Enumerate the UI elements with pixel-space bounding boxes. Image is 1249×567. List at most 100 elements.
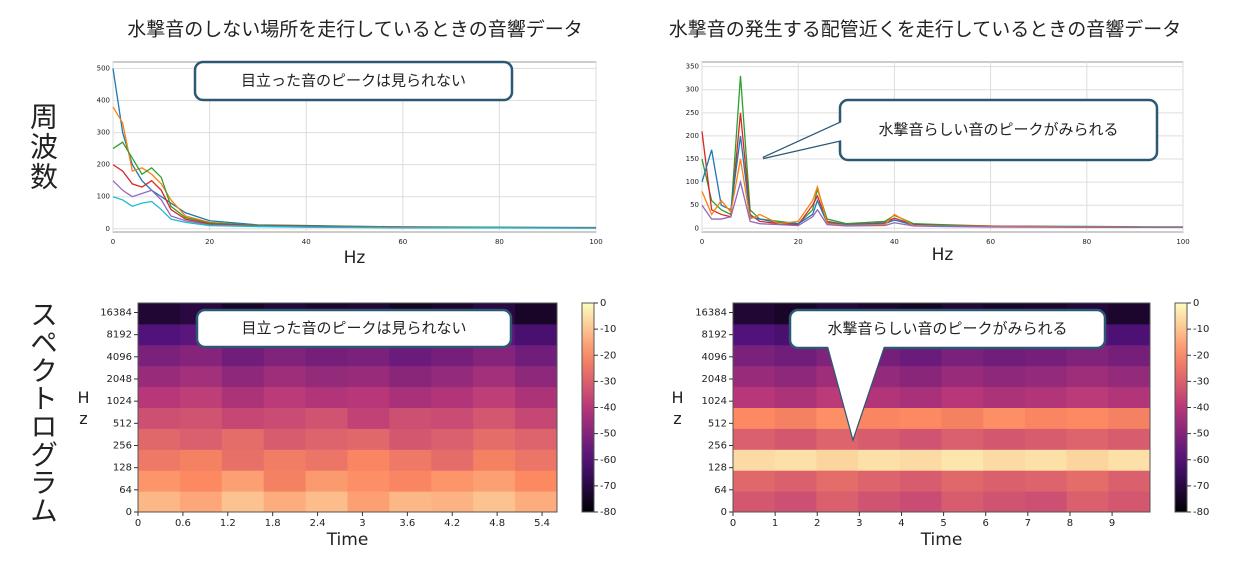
colorbar-tick-label: -10 — [1193, 324, 1209, 335]
x-tick-label: 8 — [1067, 518, 1073, 529]
heatmap-cell — [305, 491, 348, 513]
heatmap-cell — [515, 386, 558, 408]
heatmap-cell — [941, 428, 984, 450]
heatmap-cell — [1024, 491, 1068, 513]
y-tick-label: 4096 — [702, 352, 727, 363]
heatmap-cell — [473, 407, 516, 429]
heatmap-cell — [983, 449, 1026, 471]
colorbar-tick-label: -50 — [600, 429, 616, 440]
y-tick-label: 50 — [690, 201, 699, 209]
x-tick-label: 4.2 — [444, 518, 460, 529]
heatmap-cell — [1024, 407, 1068, 429]
heatmap-cell — [515, 303, 558, 325]
heatmap-cell — [1024, 428, 1068, 450]
x-tick-label: 100 — [1176, 238, 1189, 246]
heatmap-cell — [431, 386, 474, 408]
x-tick-label: 20 — [794, 238, 803, 246]
heatmap-cell — [473, 344, 516, 367]
colorbar-tick-label: 0 — [600, 298, 606, 309]
heatmap-cell — [1024, 344, 1068, 367]
y-tick-label: 64 — [119, 485, 132, 496]
heatmap-cell — [347, 491, 390, 513]
y-tick-label: 0 — [721, 507, 727, 518]
colorbar-tick-label: -60 — [600, 455, 616, 466]
heatmap-cell — [983, 470, 1026, 492]
row-label: スペクトログラム — [26, 300, 59, 524]
x-tick-label: 40 — [302, 238, 311, 246]
colorbar-tick-label: -70 — [1193, 481, 1209, 492]
colorbar-tick-label: 0 — [1193, 298, 1199, 309]
heatmap-cell — [733, 428, 776, 450]
heatmap-cell — [347, 470, 390, 492]
plot-frame — [732, 302, 1151, 513]
heatmap-cell — [733, 386, 776, 408]
y-tick-label: 350 — [686, 63, 699, 71]
heatmap-cell — [221, 365, 265, 388]
colorbar-tick-label: -40 — [1193, 403, 1209, 414]
heatmap-cell — [138, 365, 181, 388]
heatmap-cell — [941, 407, 984, 429]
x-tick-label: 1.2 — [220, 518, 236, 529]
y-tick-label: 8192 — [702, 330, 727, 341]
x-tick-label: 2.4 — [310, 518, 326, 529]
heatmap-cell — [1108, 428, 1151, 450]
heatmap-cell — [473, 491, 516, 513]
heatmap-cell — [221, 428, 265, 450]
heatmap-cell — [473, 428, 516, 450]
x-tick-label: 2 — [814, 518, 820, 529]
y-tick-label: 0 — [126, 507, 132, 518]
heatmap-cell — [347, 449, 390, 471]
heatmap-cell — [347, 365, 390, 388]
heatmap-cell — [941, 386, 984, 408]
y-tick-label: 512 — [708, 418, 727, 429]
x-tick-label: 6 — [983, 518, 989, 529]
heatmap-cell — [1108, 407, 1151, 429]
heatmap-cell — [941, 365, 984, 388]
heatmap-cell — [179, 365, 223, 388]
y-tick-label: 2048 — [702, 374, 727, 385]
heatmap-cell — [941, 449, 984, 471]
heatmap-cell — [179, 491, 223, 513]
heatmap-cell — [305, 428, 348, 450]
heatmap-cell — [179, 407, 223, 429]
heatmap-cell — [347, 428, 390, 450]
heatmap-cell — [431, 365, 474, 388]
heatmap-cell — [221, 491, 265, 513]
heatmap-cell — [1108, 323, 1151, 346]
x-tick-label: 0.6 — [175, 518, 191, 529]
colorbar — [581, 302, 595, 513]
plot-frame — [137, 302, 558, 513]
colorbar-tick-label: -30 — [1193, 376, 1209, 387]
heatmap-cell — [389, 365, 432, 388]
x-tick-label: 0 — [700, 238, 704, 246]
colorbar-tick-label: -30 — [600, 376, 616, 387]
heatmap-cell — [1066, 407, 1109, 429]
heatmap-cell — [899, 470, 942, 492]
heatmap-cell — [1108, 491, 1151, 513]
callout-text: 水撃音らしい音のピークがみられる — [878, 121, 1118, 139]
x-tick-label: 20 — [205, 238, 214, 246]
heatmap-cell — [431, 428, 474, 450]
heatmap-cell — [263, 491, 307, 513]
heatmap-cell — [733, 344, 776, 367]
heatmap-cell — [347, 407, 390, 429]
heatmap-cell — [473, 365, 516, 388]
callout-pointer-fill — [828, 346, 884, 438]
x-axis-label: Hz — [344, 248, 366, 268]
heatmap-cell — [1108, 449, 1151, 471]
heatmap-cell — [431, 344, 474, 367]
x-tick-label: 40 — [890, 238, 899, 246]
heatmap-cell — [983, 386, 1026, 408]
x-tick-label: 1.8 — [265, 518, 281, 529]
callout-text: 水撃音らしい音のピークがみられる — [827, 320, 1067, 338]
heatmap-cell — [774, 386, 817, 408]
y-tick-label: 0 — [695, 224, 699, 232]
x-tick-label: 5.4 — [534, 518, 550, 529]
heatmap-cell — [774, 449, 817, 471]
heatmap-cell — [305, 344, 348, 367]
heatmap-cell — [733, 407, 776, 429]
y-tick-label: 16384 — [695, 307, 727, 318]
heatmap-cell — [941, 491, 984, 513]
colorbar-tick-label: -40 — [600, 403, 616, 414]
